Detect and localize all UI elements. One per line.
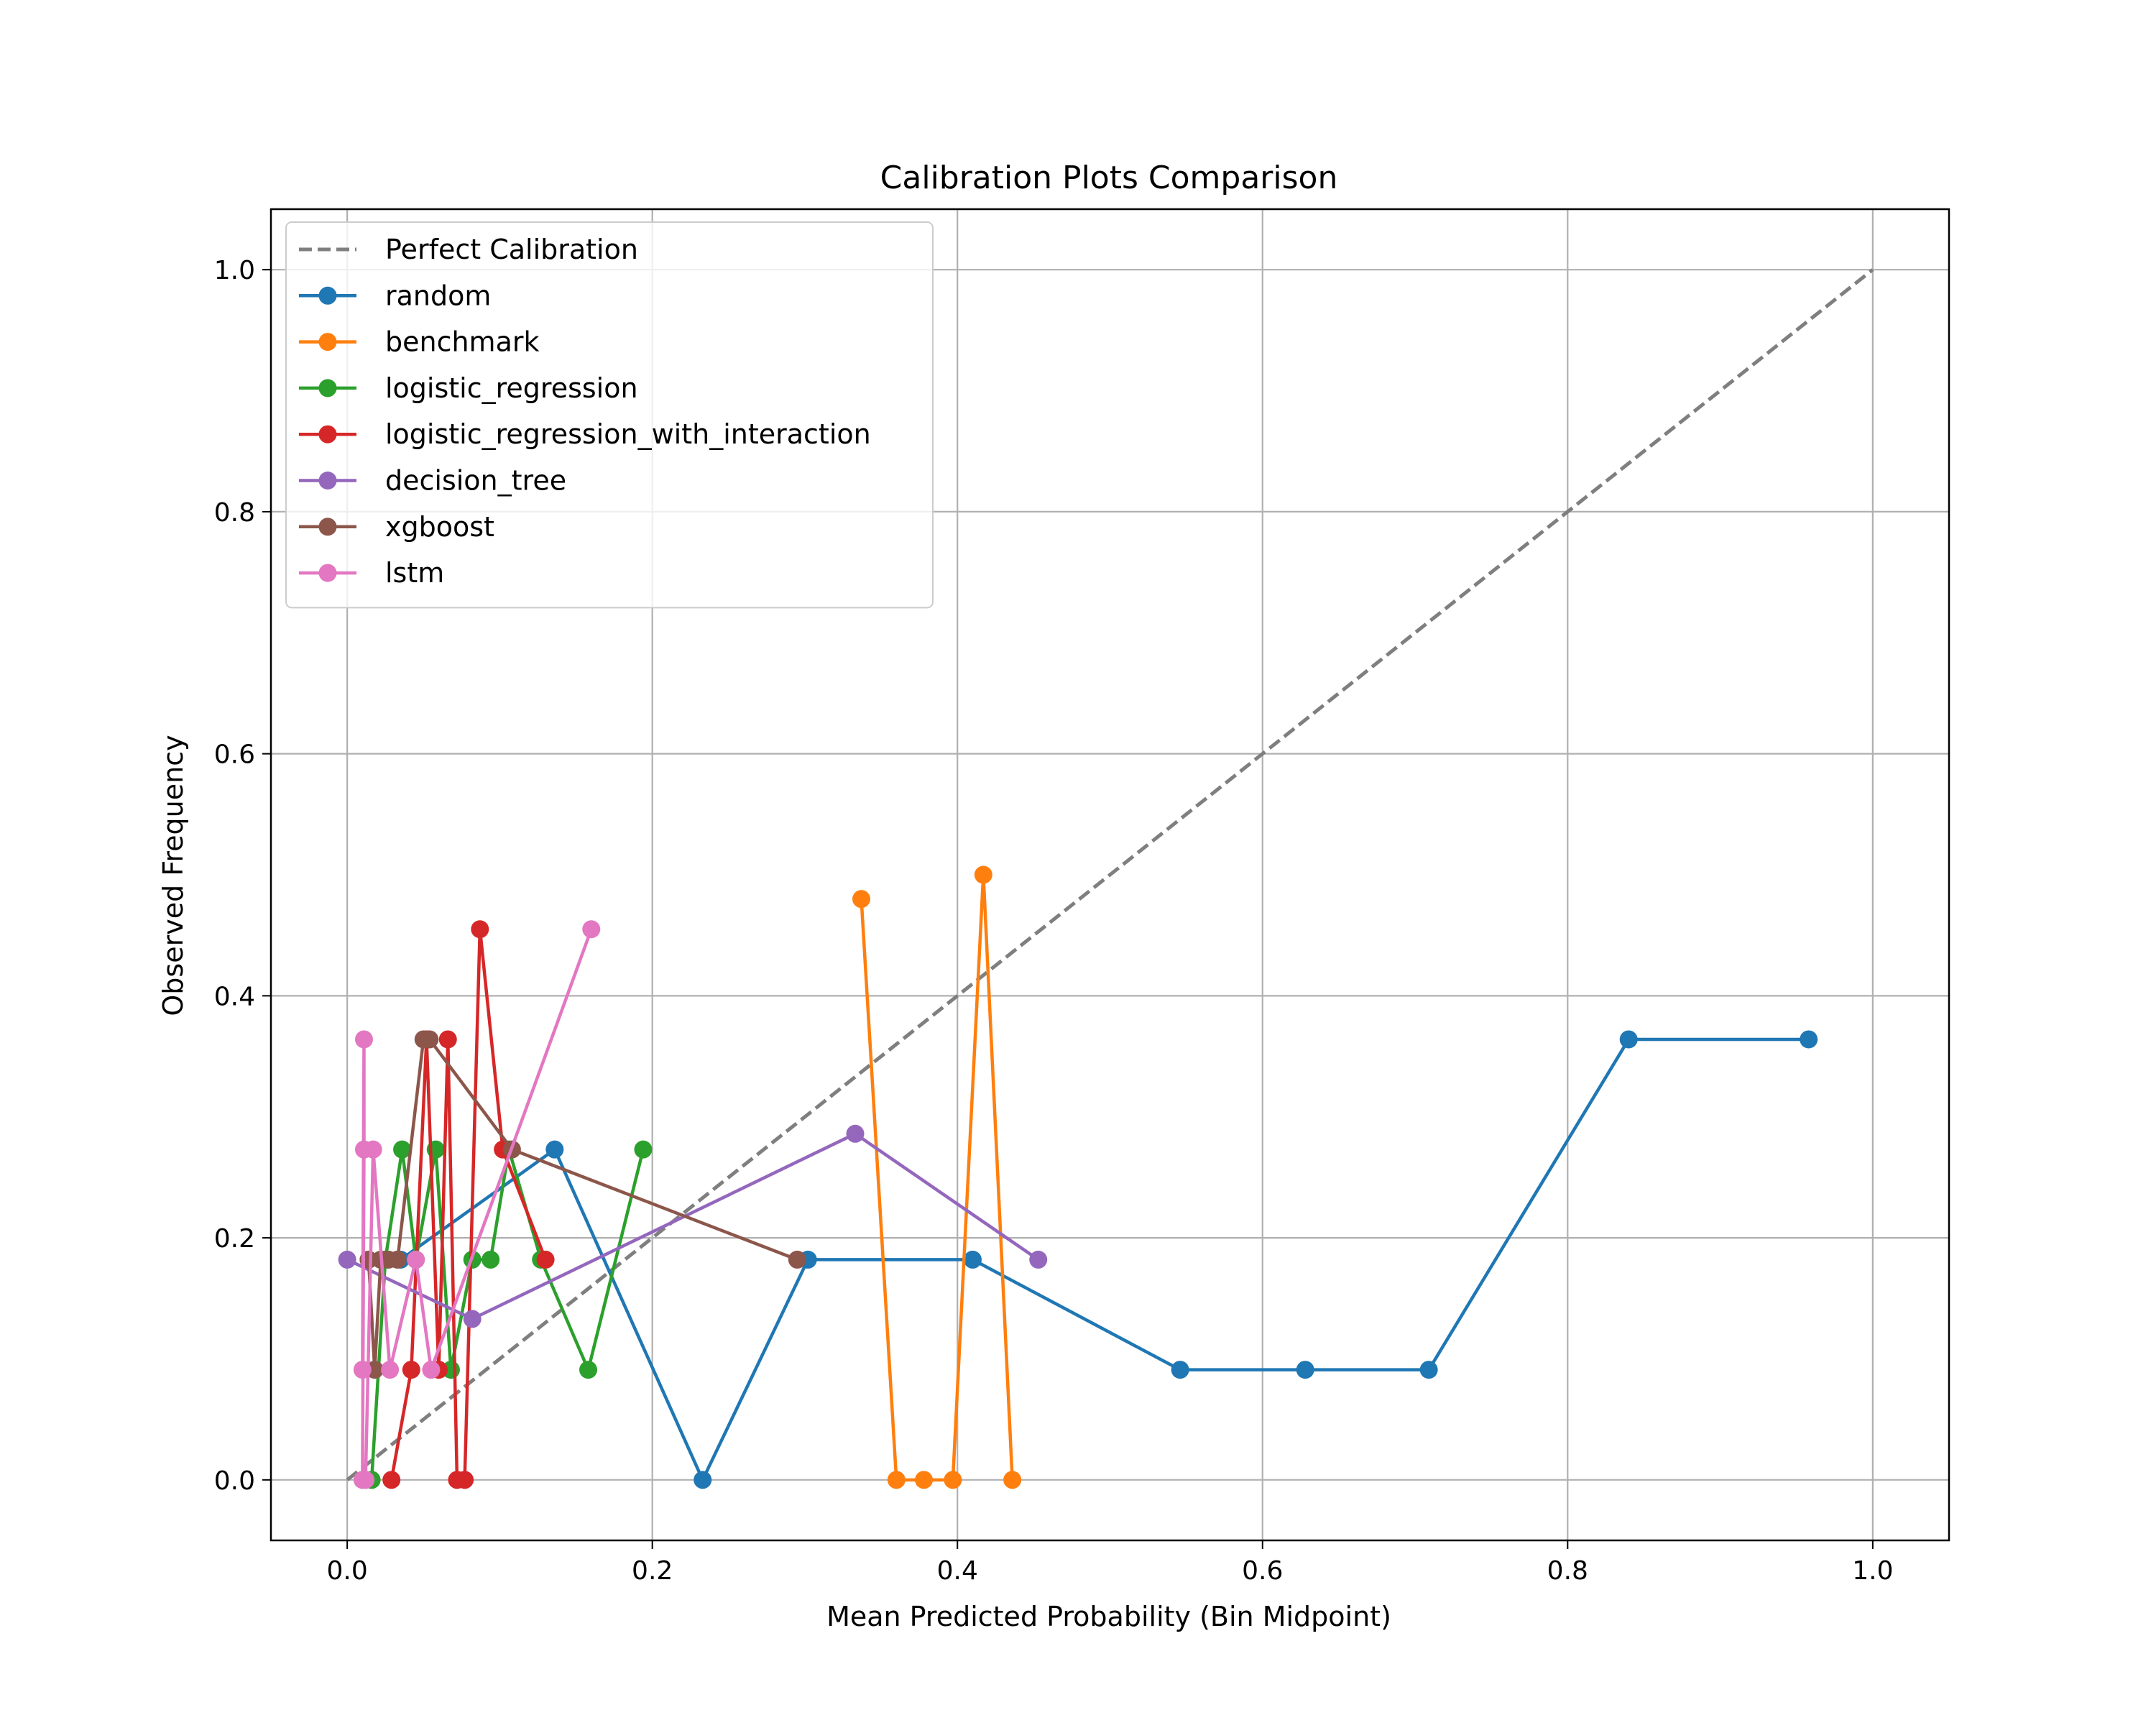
legend-marker — [318, 379, 337, 397]
legend-label: lstm — [385, 557, 444, 589]
data-point — [1619, 1030, 1638, 1049]
legend-item: lstm — [299, 557, 444, 589]
x-tick-label: 0.0 — [327, 1556, 368, 1586]
y-tick-label: 1.0 — [214, 256, 255, 285]
legend-item: logistic_regression — [299, 372, 638, 404]
data-point — [1171, 1361, 1189, 1379]
legend-label: Perfect Calibration — [385, 234, 638, 265]
series-line — [390, 927, 548, 1482]
data-point — [634, 1140, 653, 1159]
data-point — [852, 890, 870, 909]
series-xgboost — [359, 1030, 806, 1379]
data-point — [393, 1140, 412, 1159]
legend-marker — [318, 472, 337, 490]
data-point — [381, 1361, 400, 1379]
data-point — [1800, 1030, 1818, 1049]
legend-marker — [318, 518, 337, 536]
data-point — [1419, 1361, 1438, 1379]
y-tick-label: 0.8 — [214, 498, 255, 528]
legend-marker — [318, 333, 337, 351]
series-line — [860, 873, 1014, 1482]
legend-item: random — [299, 280, 491, 311]
x-tick-label: 1.0 — [1852, 1556, 1893, 1586]
series-benchmark — [852, 865, 1022, 1489]
legend-box — [285, 221, 934, 609]
legend: Perfect Calibration random benchmark logist… — [285, 221, 934, 609]
data-point — [463, 1310, 482, 1328]
data-point — [364, 1140, 382, 1159]
chart-title: Calibration Plots Comparison — [880, 160, 1338, 196]
data-point — [407, 1250, 425, 1269]
data-point — [579, 1361, 598, 1379]
legend-label: decision_tree — [385, 465, 566, 497]
x-tick-label: 0.4 — [937, 1556, 978, 1586]
data-point — [887, 1471, 906, 1489]
y-tick-label: 0.6 — [214, 740, 255, 770]
data-point — [944, 1471, 962, 1489]
data-point — [974, 865, 992, 884]
data-point — [356, 1471, 375, 1489]
grid — [271, 209, 1949, 1540]
series-lstm — [353, 920, 601, 1489]
series-Perfect Calibration — [346, 268, 1874, 1481]
legend-item: Perfect Calibration — [299, 234, 638, 265]
series-line — [400, 1037, 1809, 1482]
legend-marker — [318, 564, 337, 582]
y-axis-label: Observed Frequency — [157, 735, 189, 1016]
data-point — [694, 1471, 712, 1489]
legend-marker — [318, 286, 337, 305]
legend-label: logistic_regression_with_interaction — [385, 418, 871, 450]
y-tick-label: 0.4 — [214, 982, 255, 1011]
legend-label: benchmark — [385, 326, 540, 358]
legend-label: xgboost — [385, 511, 494, 543]
data-point — [915, 1471, 934, 1489]
legend-item: xgboost — [299, 511, 494, 543]
data-point — [388, 1250, 407, 1269]
x-tick-label: 0.2 — [632, 1556, 673, 1586]
series-line — [346, 268, 1874, 1481]
legend-marker — [318, 425, 337, 444]
legend-label: logistic_regression — [385, 372, 638, 404]
y-tick-label: 0.2 — [214, 1224, 255, 1254]
data-point — [582, 920, 601, 939]
y-tick-label: 0.0 — [214, 1466, 255, 1496]
data-point — [402, 1361, 420, 1379]
plot-frame — [270, 208, 1950, 1542]
data-point — [846, 1124, 865, 1143]
legend-item: decision_tree — [299, 465, 566, 497]
data-point — [1003, 1471, 1022, 1489]
series-line — [361, 928, 593, 1482]
x-axis-label: Mean Predicted Probability (Bin Midpoint… — [826, 1601, 1391, 1632]
data-point — [471, 920, 489, 939]
data-point — [353, 1361, 372, 1379]
data-point — [354, 1030, 373, 1049]
series-layer — [338, 268, 1874, 1489]
data-point — [420, 1030, 439, 1049]
data-point — [536, 1250, 555, 1269]
data-point — [788, 1250, 806, 1269]
legend-item: benchmark — [299, 326, 540, 358]
data-point — [422, 1361, 441, 1379]
legend-item: logistic_regression_with_interaction — [299, 418, 871, 450]
data-point — [382, 1471, 401, 1489]
data-point — [338, 1250, 356, 1269]
x-tick-label: 0.6 — [1242, 1556, 1283, 1586]
data-point — [1296, 1361, 1314, 1379]
data-point — [1029, 1250, 1048, 1269]
data-point — [438, 1030, 457, 1049]
ticks: 0.0 0.2 0.4 0.6 0.8 1.0 0.0 0.2 0.4 0.6 0.8 1.0 — [214, 256, 1894, 1586]
x-tick-label: 0.8 — [1547, 1556, 1588, 1586]
data-point — [456, 1471, 474, 1489]
legend-label: random — [385, 280, 491, 311]
data-point — [482, 1250, 500, 1269]
data-point — [545, 1140, 564, 1159]
data-point — [963, 1250, 982, 1269]
